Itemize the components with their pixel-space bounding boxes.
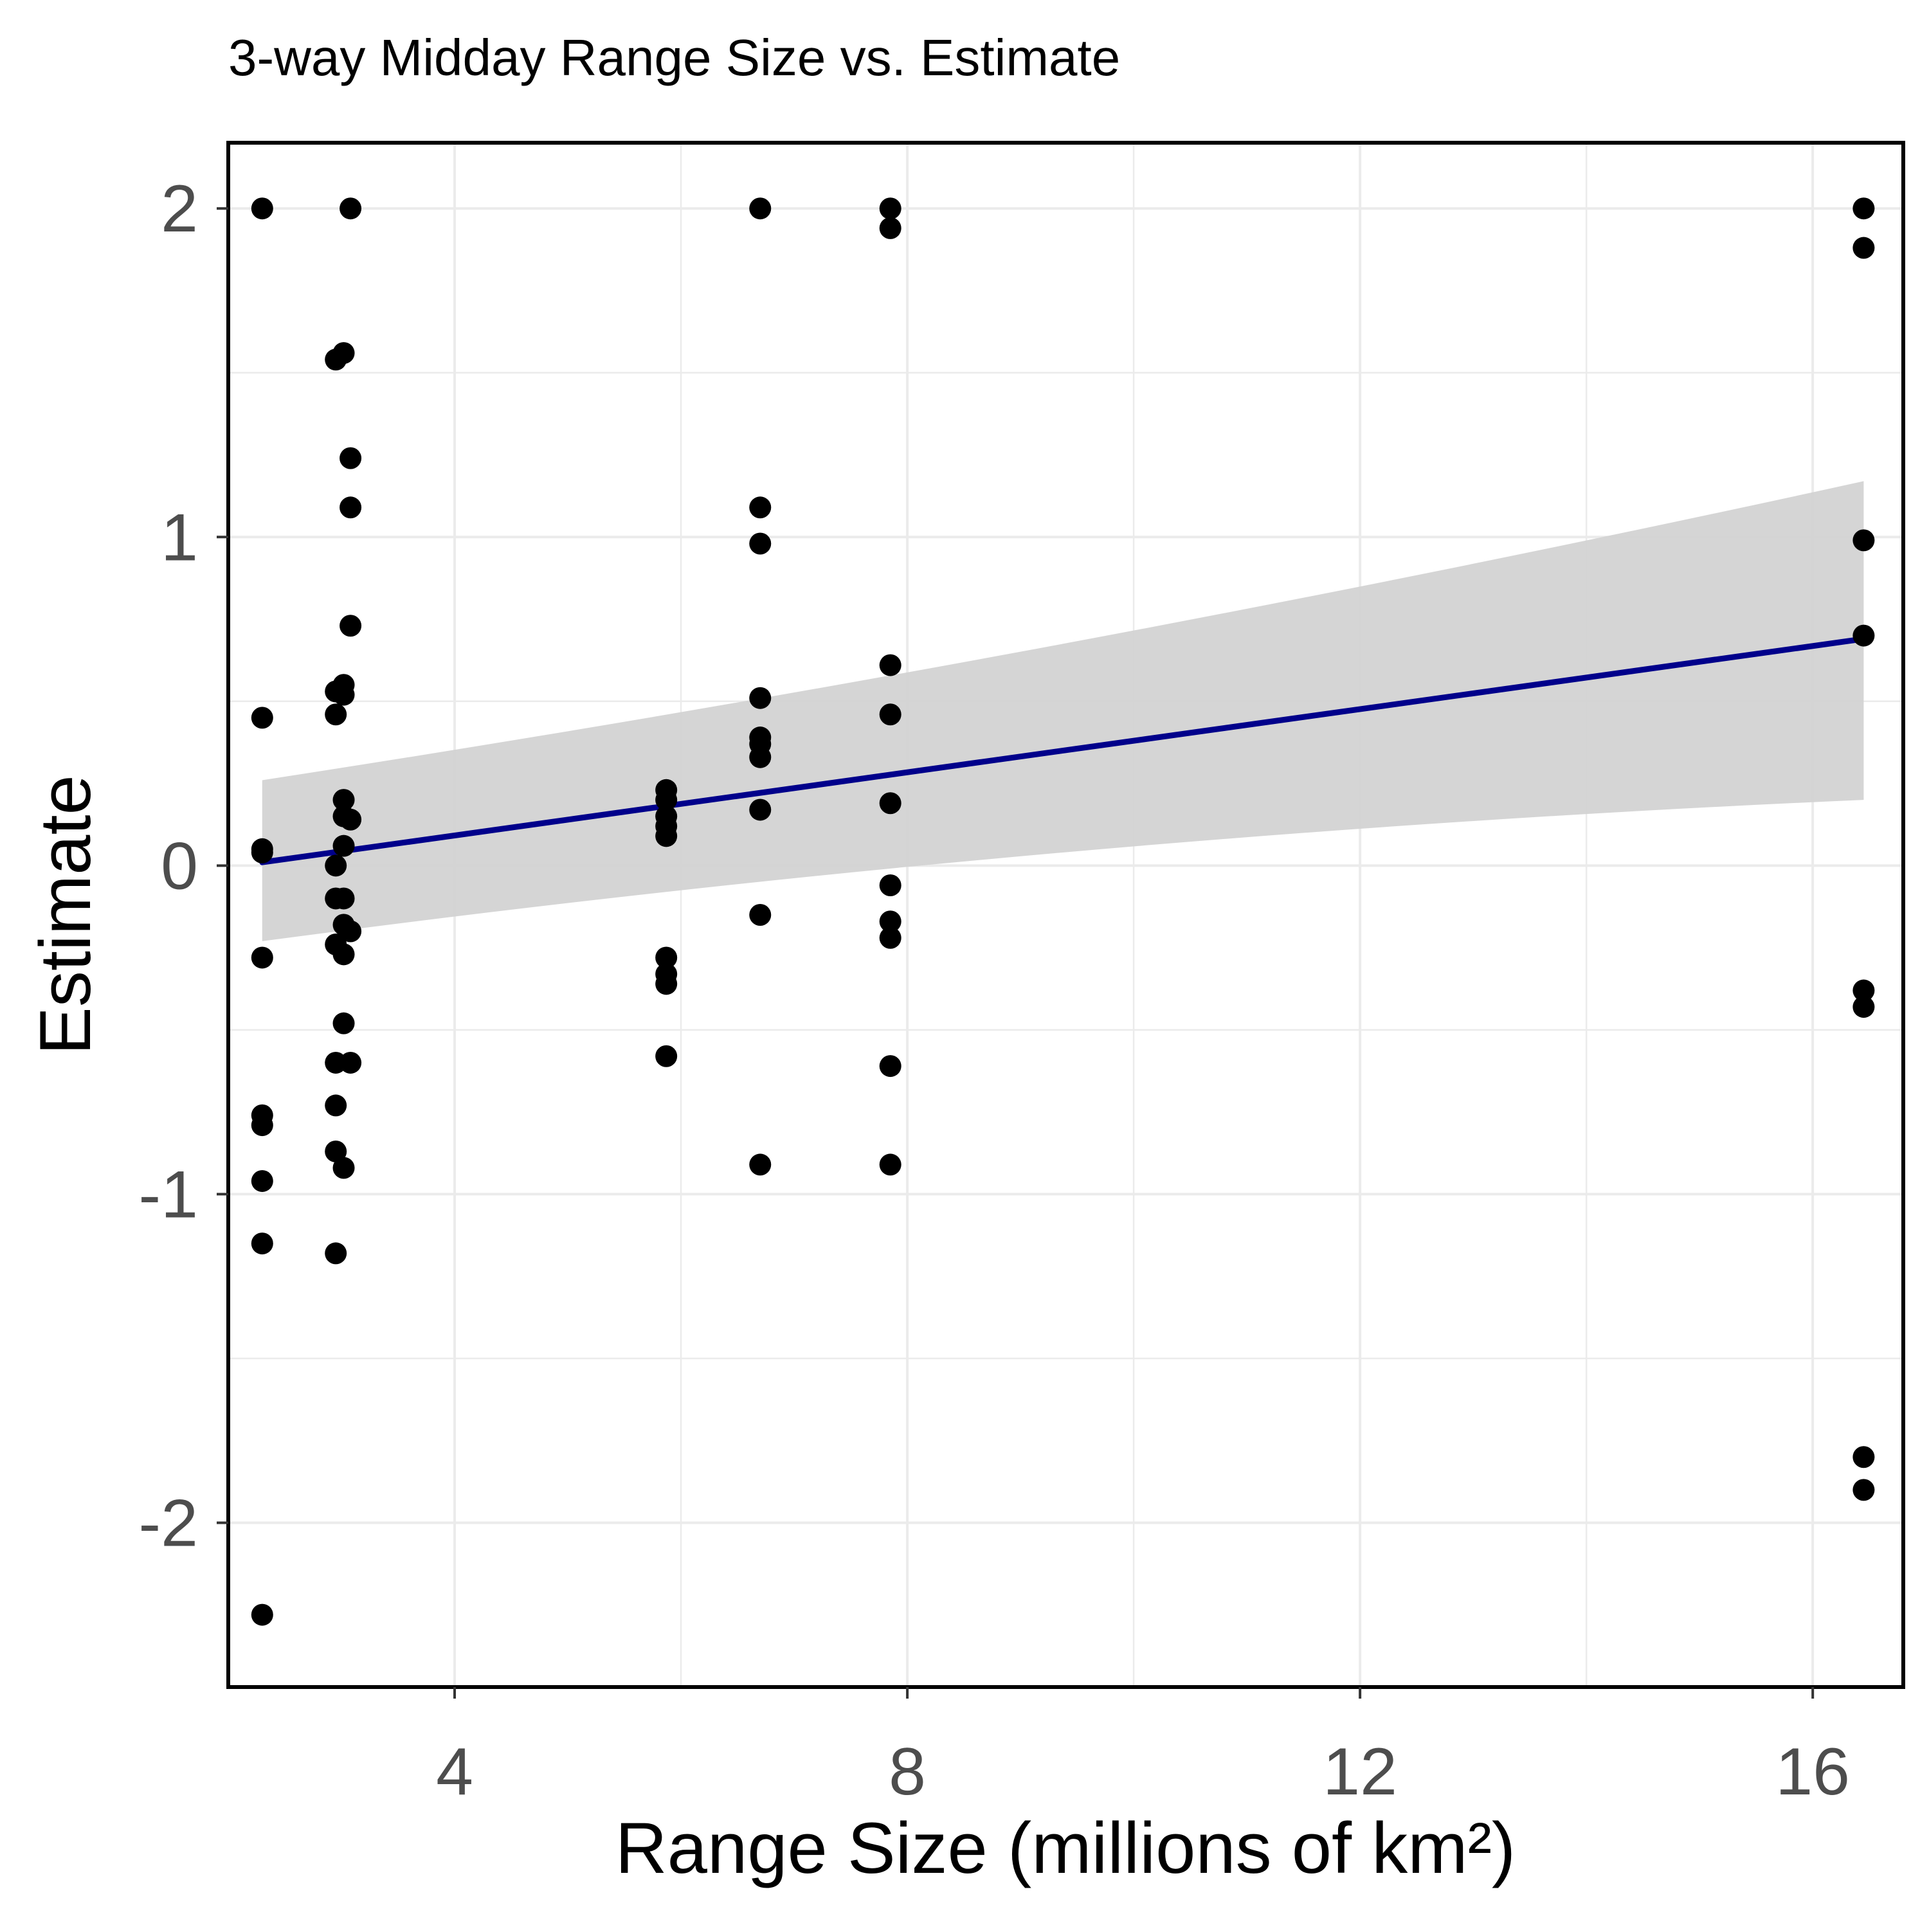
data-point <box>251 841 273 863</box>
data-point <box>879 654 901 676</box>
y-tick-label: -2 <box>139 1486 198 1560</box>
data-point <box>340 496 362 519</box>
data-point <box>749 746 772 768</box>
data-point <box>325 1140 347 1162</box>
data-point <box>749 197 772 220</box>
trend-line <box>259 636 1867 865</box>
data-point <box>332 683 355 706</box>
data-point <box>655 973 678 995</box>
data-point <box>1852 1446 1875 1468</box>
y-tick-label: 2 <box>161 172 198 246</box>
data-point <box>1852 529 1875 552</box>
data-point <box>879 926 901 949</box>
data-point <box>340 197 362 220</box>
data-point <box>332 1157 355 1179</box>
data-point <box>251 707 273 729</box>
data-point <box>340 808 362 831</box>
data-point <box>879 874 901 897</box>
data-point <box>655 789 678 811</box>
data-point <box>879 197 901 220</box>
data-point <box>879 1153 901 1176</box>
data-point <box>325 854 347 877</box>
data-point <box>332 943 355 966</box>
y-tick-label: 1 <box>161 500 198 575</box>
data-point <box>251 946 273 969</box>
data-point <box>879 217 901 239</box>
data-point <box>332 887 355 910</box>
y-tick-label: 0 <box>161 829 198 903</box>
data-point <box>251 197 273 220</box>
data-point <box>251 1114 273 1137</box>
x-tick-label: 8 <box>889 1735 926 1809</box>
data-point <box>340 447 362 469</box>
data-point <box>325 703 347 726</box>
data-point <box>340 920 362 943</box>
x-tick-label: 12 <box>1323 1735 1397 1809</box>
data-point <box>749 1153 772 1176</box>
data-point <box>332 1012 355 1034</box>
data-points <box>251 197 1875 1626</box>
y-axis-title: Estimate <box>25 775 105 1055</box>
plot-panel-border <box>226 141 1905 1689</box>
data-point <box>1852 197 1875 220</box>
data-point <box>325 1242 347 1265</box>
data-point <box>749 904 772 926</box>
data-point <box>1852 237 1875 259</box>
data-point <box>251 1232 273 1255</box>
x-axis-title: Range Size (millions of km²) <box>615 1808 1516 1888</box>
data-point <box>749 532 772 555</box>
data-point <box>749 799 772 821</box>
data-point <box>1852 996 1875 1018</box>
x-tick-label: 4 <box>436 1735 473 1809</box>
chart-title: 3-way Midday Range Size vs. Estimate <box>228 29 1120 86</box>
data-point <box>332 789 355 811</box>
data-point <box>655 825 678 847</box>
data-point <box>655 946 678 969</box>
data-point <box>340 1051 362 1074</box>
data-point <box>1852 1479 1875 1501</box>
x-tick-label: 16 <box>1775 1735 1850 1809</box>
data-point <box>655 1045 678 1067</box>
data-point <box>879 910 901 933</box>
data-point <box>1852 979 1875 1002</box>
fit-line-layer <box>259 636 1867 865</box>
data-point <box>340 615 362 637</box>
data-point <box>879 1055 901 1078</box>
data-point <box>251 1603 273 1626</box>
data-point <box>749 687 772 709</box>
data-point <box>251 1169 273 1192</box>
data-point <box>879 703 901 726</box>
data-point <box>325 1094 347 1117</box>
data-point <box>332 342 355 365</box>
data-point <box>1852 624 1875 647</box>
y-tick-label: -1 <box>139 1157 198 1232</box>
data-point <box>879 792 901 815</box>
data-point <box>749 496 772 519</box>
data-point <box>332 835 355 857</box>
